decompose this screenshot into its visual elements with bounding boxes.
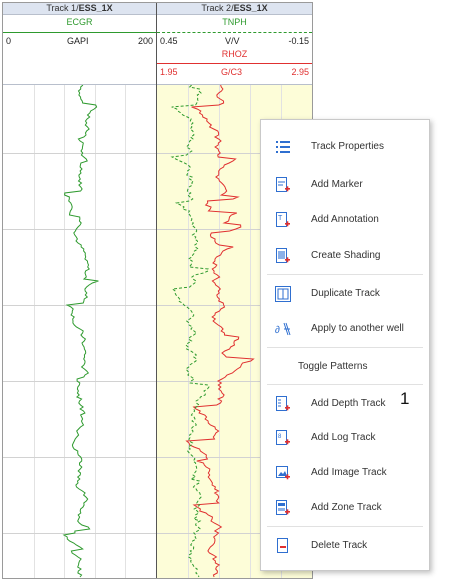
tnph-max: -0.15 bbox=[288, 36, 309, 46]
callout-number: 1 bbox=[400, 389, 410, 408]
ecgr-scale-line bbox=[3, 32, 156, 33]
add-zone-track-icon bbox=[275, 500, 291, 516]
grid-line-vertical bbox=[64, 85, 65, 578]
menu-label-create-shading: Create Shading bbox=[311, 250, 381, 261]
menu-item-delete-track[interactable]: Delete Track bbox=[261, 528, 429, 564]
track-1-title: Track 1/ESS_1X bbox=[3, 3, 156, 15]
menu-item-track-properties[interactable]: Track Properties bbox=[261, 129, 429, 165]
delete-track-icon bbox=[275, 538, 291, 554]
menu-separator bbox=[267, 384, 423, 385]
menu-item-duplicate-track[interactable]: Duplicate Track bbox=[261, 276, 429, 312]
grid-line-depth bbox=[157, 305, 312, 306]
menu-label-duplicate-track: Duplicate Track bbox=[311, 288, 380, 299]
grid-line-vertical bbox=[34, 85, 35, 578]
menu-label-add-image-track: Add Image Track bbox=[311, 467, 387, 478]
track-2-header[interactable]: TNPH 0.45 V/V -0.15 RHOZ 1.95 G/C3 2.95 bbox=[157, 15, 312, 85]
svg-text:∂: ∂ bbox=[275, 325, 280, 336]
menu-label-track-properties: Track Properties bbox=[311, 141, 384, 152]
grid-line-vertical bbox=[125, 85, 126, 578]
grid-line-depth bbox=[3, 381, 156, 382]
svg-text:T: T bbox=[278, 215, 283, 222]
add-log-track-icon: 8 bbox=[275, 430, 291, 446]
rhoz-max: 2.95 bbox=[291, 67, 309, 77]
duplicate-track-icon bbox=[275, 286, 291, 302]
add-annotation-icon: T bbox=[275, 212, 291, 228]
rhoz-unit: G/C3 bbox=[221, 67, 243, 77]
ecgr-curve-name: ECGR bbox=[66, 17, 93, 27]
rhoz-min: 1.95 bbox=[160, 67, 178, 77]
list-properties-icon bbox=[275, 139, 291, 155]
menu-item-add-marker[interactable]: Add Marker bbox=[261, 167, 429, 203]
ecgr-unit: GAPI bbox=[67, 36, 89, 46]
track-2-title: Track 2/ESS_1X bbox=[157, 3, 312, 15]
grid-line-depth bbox=[3, 457, 156, 458]
tnph-min: 0.45 bbox=[160, 36, 178, 46]
menu-item-add-image-track[interactable]: Add Image Track bbox=[261, 455, 429, 491]
grid-line-depth bbox=[3, 153, 156, 154]
ecgr-scale: 0 GAPI 200 bbox=[3, 36, 156, 47]
menu-label-add-zone-track: Add Zone Track bbox=[311, 502, 382, 513]
create-shading-icon bbox=[275, 248, 291, 264]
tnph-scale-line bbox=[157, 32, 312, 33]
rhoz-curve bbox=[185, 85, 255, 578]
track-1-plot[interactable] bbox=[3, 85, 156, 578]
menu-item-apply-to-another-well[interactable]: ∂ Apply to another well bbox=[261, 311, 429, 347]
grid-line-vertical bbox=[219, 85, 220, 578]
rhoz-scale-line bbox=[157, 63, 312, 64]
grid-line-depth bbox=[157, 457, 312, 458]
grid-line-depth bbox=[3, 305, 156, 306]
menu-item-add-annotation[interactable]: T Add Annotation bbox=[261, 202, 429, 238]
tnph-unit: V/V bbox=[225, 36, 240, 46]
tnph-curve bbox=[170, 85, 210, 578]
menu-item-toggle-patterns[interactable]: Toggle Patterns bbox=[261, 349, 429, 385]
menu-item-add-log-track[interactable]: 8 Add Log Track bbox=[261, 420, 429, 456]
rhoz-curve-name: RHOZ bbox=[221, 49, 248, 59]
ecgr-curve bbox=[62, 85, 99, 578]
menu-separator bbox=[267, 274, 423, 275]
log-curve-plot bbox=[170, 85, 255, 578]
grid-line-depth bbox=[157, 153, 312, 154]
menu-separator bbox=[267, 526, 423, 527]
grid-line-depth bbox=[3, 229, 156, 230]
grid-line-depth bbox=[157, 533, 312, 534]
ecgr-min: 0 bbox=[6, 36, 12, 46]
menu-item-add-depth-track[interactable]: Add Depth Track bbox=[261, 386, 429, 422]
grid-line-vertical bbox=[188, 85, 189, 578]
menu-label-add-annotation: Add Annotation bbox=[311, 214, 379, 225]
menu-label-delete-track: Delete Track bbox=[311, 540, 368, 551]
menu-item-add-zone-track[interactable]: Add Zone Track bbox=[261, 490, 429, 526]
menu-item-create-shading[interactable]: Create Shading bbox=[261, 238, 429, 274]
menu-label-apply-to-another-well: Apply to another well bbox=[311, 323, 404, 334]
grid-line-depth bbox=[157, 381, 312, 382]
rhoz-scale: 1.95 G/C3 2.95 bbox=[157, 67, 312, 78]
add-image-track-icon bbox=[275, 465, 291, 481]
track-1-header[interactable]: ECGR 0 GAPI 200 bbox=[3, 15, 156, 85]
track-context-menu: Track Properties Add Marker T Add Annota… bbox=[260, 119, 430, 571]
menu-label-add-marker: Add Marker bbox=[311, 179, 363, 190]
menu-separator bbox=[267, 347, 423, 348]
tnph-scale: 0.45 V/V -0.15 bbox=[157, 36, 312, 47]
track-1[interactable]: Track 1/ESS_1X ECGR 0 GAPI 200 bbox=[3, 3, 157, 578]
grid-line-vertical bbox=[95, 85, 96, 578]
menu-label-add-depth-track: Add Depth Track bbox=[311, 398, 386, 409]
ecgr-max: 200 bbox=[137, 36, 153, 46]
add-marker-icon bbox=[275, 177, 291, 193]
grid-line-vertical bbox=[250, 85, 251, 578]
grid-line-depth bbox=[3, 533, 156, 534]
tnph-curve-name: TNPH bbox=[222, 17, 247, 27]
log-curve-plot bbox=[62, 85, 99, 578]
menu-label-toggle-patterns: Toggle Patterns bbox=[298, 361, 368, 372]
add-depth-track-icon bbox=[275, 396, 291, 412]
svg-text:8: 8 bbox=[278, 434, 282, 440]
apply-well-icon: ∂ bbox=[275, 321, 291, 337]
menu-label-add-log-track: Add Log Track bbox=[311, 432, 376, 443]
